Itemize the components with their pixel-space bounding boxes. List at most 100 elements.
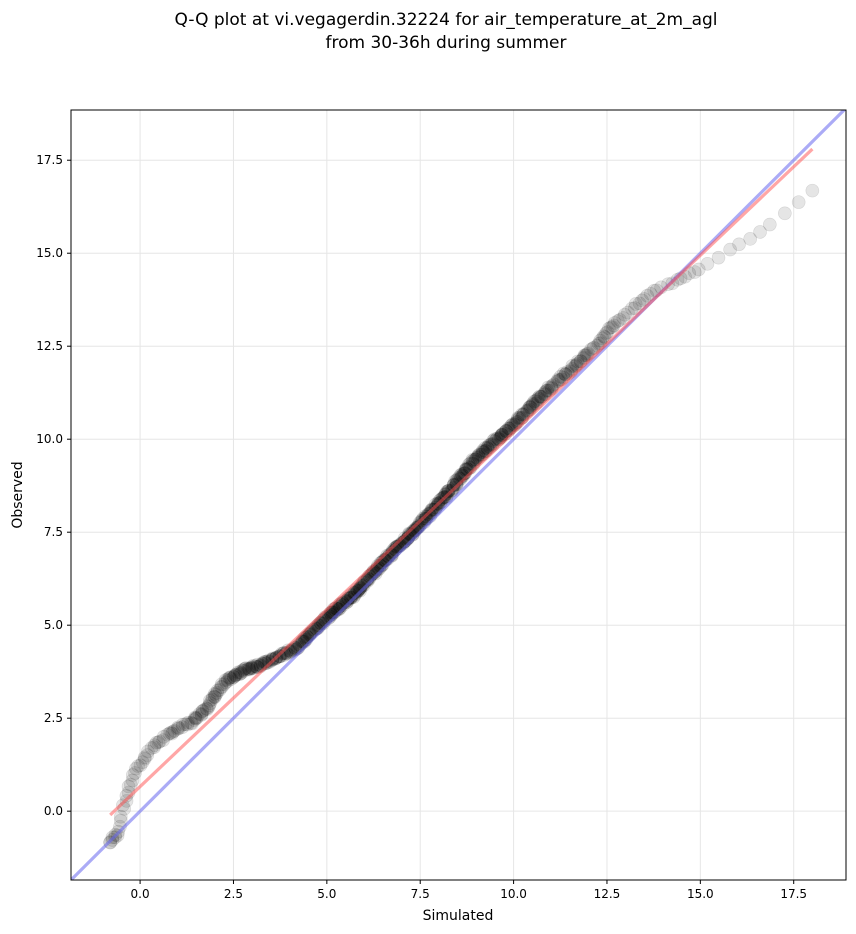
qq-point bbox=[520, 403, 534, 418]
qq-point bbox=[522, 400, 537, 414]
qq-point bbox=[478, 441, 492, 455]
qq-point bbox=[248, 659, 262, 673]
qq-point bbox=[480, 441, 495, 455]
qq-point bbox=[402, 527, 417, 542]
x-tick-label: 17.5 bbox=[780, 887, 807, 901]
qq-point bbox=[476, 445, 490, 459]
qq-point bbox=[215, 680, 229, 694]
qq-point bbox=[483, 438, 498, 452]
qq-point bbox=[178, 717, 193, 731]
qq-point bbox=[440, 484, 455, 498]
qq-point bbox=[480, 440, 494, 455]
qq-point bbox=[611, 314, 625, 328]
qq-point bbox=[791, 195, 806, 209]
qq-point bbox=[471, 449, 486, 464]
qq-point bbox=[273, 649, 287, 664]
qq-point bbox=[160, 727, 175, 742]
qq-point bbox=[489, 432, 504, 446]
qq-point bbox=[207, 686, 222, 701]
qq-point bbox=[129, 761, 143, 776]
qq-point bbox=[195, 704, 209, 719]
qq-point bbox=[188, 710, 202, 725]
qq-point bbox=[125, 768, 140, 782]
qq-point bbox=[187, 713, 202, 727]
qq-point bbox=[348, 588, 362, 602]
qq-point bbox=[245, 660, 260, 674]
qq-point bbox=[113, 813, 128, 828]
qq-point bbox=[475, 445, 490, 459]
qq-point bbox=[339, 595, 354, 609]
qq-point bbox=[220, 674, 235, 688]
qq-point bbox=[171, 720, 185, 735]
qq-point bbox=[276, 646, 291, 661]
qq-point bbox=[525, 396, 540, 411]
qq-point bbox=[113, 809, 128, 824]
qq-point bbox=[242, 662, 257, 677]
y-tick-label: 17.5 bbox=[36, 153, 63, 167]
qq-point bbox=[194, 707, 209, 721]
qq-point bbox=[397, 531, 412, 546]
y-tick-label: 15.0 bbox=[36, 246, 63, 260]
qq-point bbox=[218, 673, 233, 687]
qq-point bbox=[217, 677, 232, 691]
qq-point bbox=[147, 738, 162, 753]
qq-point bbox=[599, 326, 614, 340]
qq-point bbox=[192, 707, 207, 721]
qq-point bbox=[472, 447, 487, 462]
qq-point bbox=[529, 393, 543, 408]
qq-point bbox=[527, 394, 541, 409]
qq-point bbox=[195, 703, 210, 718]
qq-point bbox=[700, 256, 715, 271]
qq-point bbox=[138, 751, 152, 766]
qq-point bbox=[172, 721, 186, 736]
qq-point bbox=[230, 667, 245, 682]
qq-point bbox=[441, 484, 456, 498]
qq-point bbox=[607, 316, 622, 330]
qq-point bbox=[233, 666, 248, 681]
qq-point bbox=[152, 734, 167, 749]
qq-point bbox=[687, 265, 702, 279]
qq-point bbox=[231, 665, 245, 680]
qq-point bbox=[162, 726, 177, 741]
qq-point bbox=[202, 693, 217, 708]
qq-point bbox=[526, 397, 540, 412]
qq-point bbox=[510, 413, 525, 427]
qq-point bbox=[544, 379, 558, 394]
qq-point bbox=[691, 262, 706, 277]
qq-point bbox=[441, 483, 456, 498]
qq-point bbox=[533, 389, 548, 404]
qq-point bbox=[203, 696, 218, 710]
qq-point bbox=[237, 662, 251, 677]
qq-point bbox=[496, 426, 511, 440]
qq-point bbox=[123, 777, 138, 792]
qq-point bbox=[471, 448, 486, 462]
qq-point bbox=[332, 602, 346, 617]
qq-point bbox=[220, 672, 235, 687]
qq-point bbox=[224, 670, 238, 685]
qq-point bbox=[188, 711, 203, 726]
y-tick-label: 2.5 bbox=[44, 711, 63, 725]
fit-line bbox=[109, 147, 814, 817]
qq-point bbox=[344, 590, 358, 605]
qq-point bbox=[487, 432, 502, 447]
qq-point bbox=[125, 773, 140, 788]
qq-point bbox=[166, 724, 180, 739]
qq-point bbox=[525, 398, 539, 413]
qq-point bbox=[627, 301, 642, 315]
qq-point bbox=[360, 574, 375, 588]
qq-point bbox=[537, 387, 552, 402]
qq-point bbox=[222, 670, 237, 685]
qq-point bbox=[214, 677, 229, 692]
reference-lines bbox=[71, 110, 846, 880]
y-tick-label: 7.5 bbox=[44, 525, 63, 539]
qq-point bbox=[357, 578, 371, 593]
x-axis-label: Simulated bbox=[423, 908, 494, 924]
qq-point bbox=[501, 421, 516, 436]
qq-point bbox=[495, 427, 509, 442]
qq-point bbox=[240, 662, 255, 677]
qq-point bbox=[239, 661, 253, 675]
qq-point bbox=[175, 720, 190, 734]
qq-point bbox=[616, 311, 631, 325]
y-tick-label: 5.0 bbox=[44, 618, 63, 632]
qq-point bbox=[233, 665, 247, 679]
